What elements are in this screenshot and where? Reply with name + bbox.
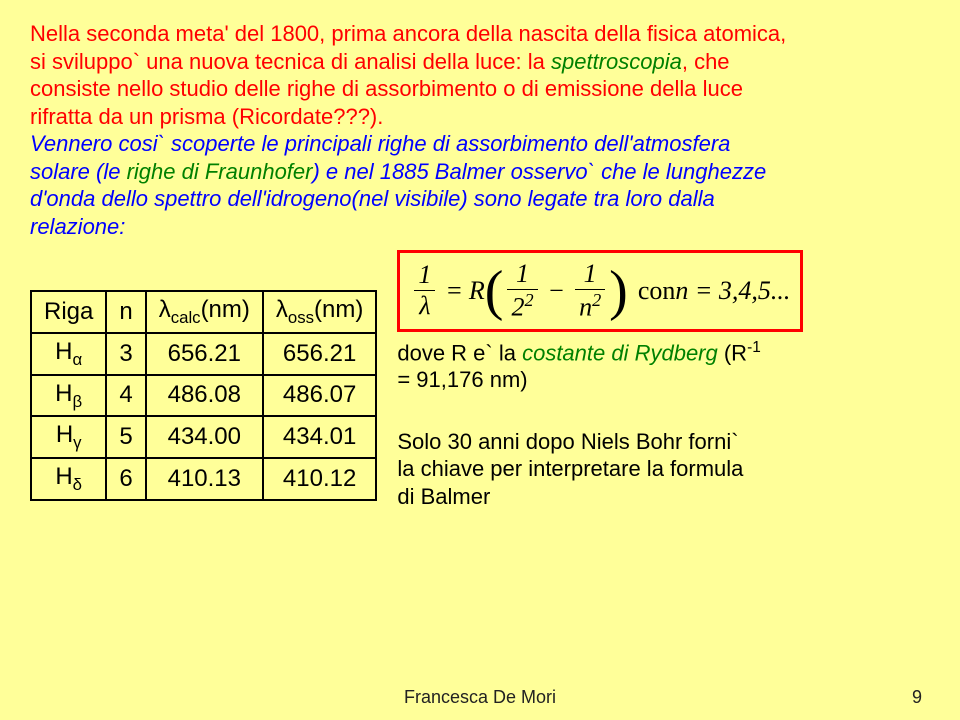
rydberg-t1: dove R e` la xyxy=(397,340,522,365)
oss-cell: 656.21 xyxy=(263,333,376,375)
table-row: Hγ 5 434.00 434.01 xyxy=(31,416,376,458)
col-riga: Riga xyxy=(31,291,106,333)
para-line6c: ) e nel 1885 Balmer osservo` che le lung… xyxy=(312,159,766,184)
bohr-t2: la chiave per interpretare la formula xyxy=(397,456,743,481)
rydberg-note: dove R e` la costante di Rydberg (R-1 = … xyxy=(397,338,930,394)
rydberg-t4: = 91,176 nm) xyxy=(397,367,527,392)
col-lcalc: λcalc(nm) xyxy=(146,291,263,333)
footer-author: Francesca De Mori xyxy=(0,687,960,708)
calc-cell: 434.00 xyxy=(146,416,263,458)
n-cell: 4 xyxy=(106,375,145,417)
riga-cell: Hδ xyxy=(31,458,106,500)
table-header-row: Riga n λcalc(nm) λoss(nm) xyxy=(31,291,376,333)
equals-sign: = xyxy=(445,276,463,306)
oss-cell: 410.12 xyxy=(263,458,376,500)
rydberg-constant: costante di Rydberg xyxy=(522,340,724,365)
oss-cell: 486.07 xyxy=(263,375,376,417)
calc-cell: 486.08 xyxy=(146,375,263,417)
para-line3: consiste nello studio delle righe di ass… xyxy=(30,76,743,101)
bohr-t3: di Balmer xyxy=(397,484,490,509)
right-paren-icon: ) xyxy=(609,266,628,316)
balmer-table: Riga n λcalc(nm) λoss(nm) Hα 3 656.21 65… xyxy=(30,290,377,501)
para-line4: rifratta da un prisma (Ricordate???). xyxy=(30,104,383,129)
page-number: 9 xyxy=(912,687,922,708)
spettroscopia-term: spettroscopia xyxy=(551,49,682,74)
frac-1-lambda: 1 λ xyxy=(414,260,435,321)
frac-1-nsq: 1 n2 xyxy=(575,259,605,323)
frac-1-2sq: 1 22 xyxy=(507,259,537,323)
table-row: Hδ 6 410.13 410.12 xyxy=(31,458,376,500)
n-cell: 3 xyxy=(106,333,145,375)
riga-cell: Hγ xyxy=(31,416,106,458)
n-values: n = 3,4,5... xyxy=(675,276,790,306)
calc-cell: 656.21 xyxy=(146,333,263,375)
riga-cell: Hβ xyxy=(31,375,106,417)
calc-cell: 410.13 xyxy=(146,458,263,500)
n-cell: 5 xyxy=(106,416,145,458)
riga-cell: Hα xyxy=(31,333,106,375)
table-row: Hα 3 656.21 656.21 xyxy=(31,333,376,375)
bohr-t1: Solo 30 anni dopo Niels Bohr forni` xyxy=(397,429,738,454)
balmer-table-wrap: Riga n λcalc(nm) λoss(nm) Hα 3 656.21 65… xyxy=(30,290,377,501)
para-line5: Vennero cosi` scoperte le principali rig… xyxy=(30,131,730,156)
para-line7: d'onda dello spettro dell'idrogeno(nel v… xyxy=(30,186,715,211)
col-loss: λoss(nm) xyxy=(263,291,376,333)
n-cell: 6 xyxy=(106,458,145,500)
rydberg-R: R xyxy=(469,276,485,306)
balmer-formula-box: 1 λ = R ( 1 22 − 1 n2 ) con n = 3,4,5... xyxy=(397,250,803,332)
para-line8: relazione: xyxy=(30,214,125,239)
rydberg-sup: -1 xyxy=(747,339,761,356)
left-paren-icon: ( xyxy=(485,266,504,316)
minus-sign: − xyxy=(548,276,566,306)
para-line6a: solare (le xyxy=(30,159,127,184)
slide-page: Nella seconda meta' del 1800, prima anco… xyxy=(0,0,960,520)
bohr-note: Solo 30 anni dopo Niels Bohr forni` la c… xyxy=(397,428,930,511)
para-line1: Nella seconda meta' del 1800, prima anco… xyxy=(30,21,786,46)
para-line2c: , che xyxy=(682,49,730,74)
fraunhofer-term: righe di Fraunhofer xyxy=(127,159,313,184)
col-n: n xyxy=(106,291,145,333)
lower-content: Riga n λcalc(nm) λoss(nm) Hα 3 656.21 65… xyxy=(30,250,930,510)
oss-cell: 434.01 xyxy=(263,416,376,458)
para-line2a: si sviluppo` una nuova tecnica di analis… xyxy=(30,49,551,74)
rydberg-t3: (R xyxy=(724,340,747,365)
right-column: 1 λ = R ( 1 22 − 1 n2 ) con n = 3,4,5... xyxy=(397,250,930,510)
con-label: con xyxy=(638,276,676,306)
table-row: Hβ 4 486.08 486.07 xyxy=(31,375,376,417)
main-paragraph: Nella seconda meta' del 1800, prima anco… xyxy=(30,20,930,240)
